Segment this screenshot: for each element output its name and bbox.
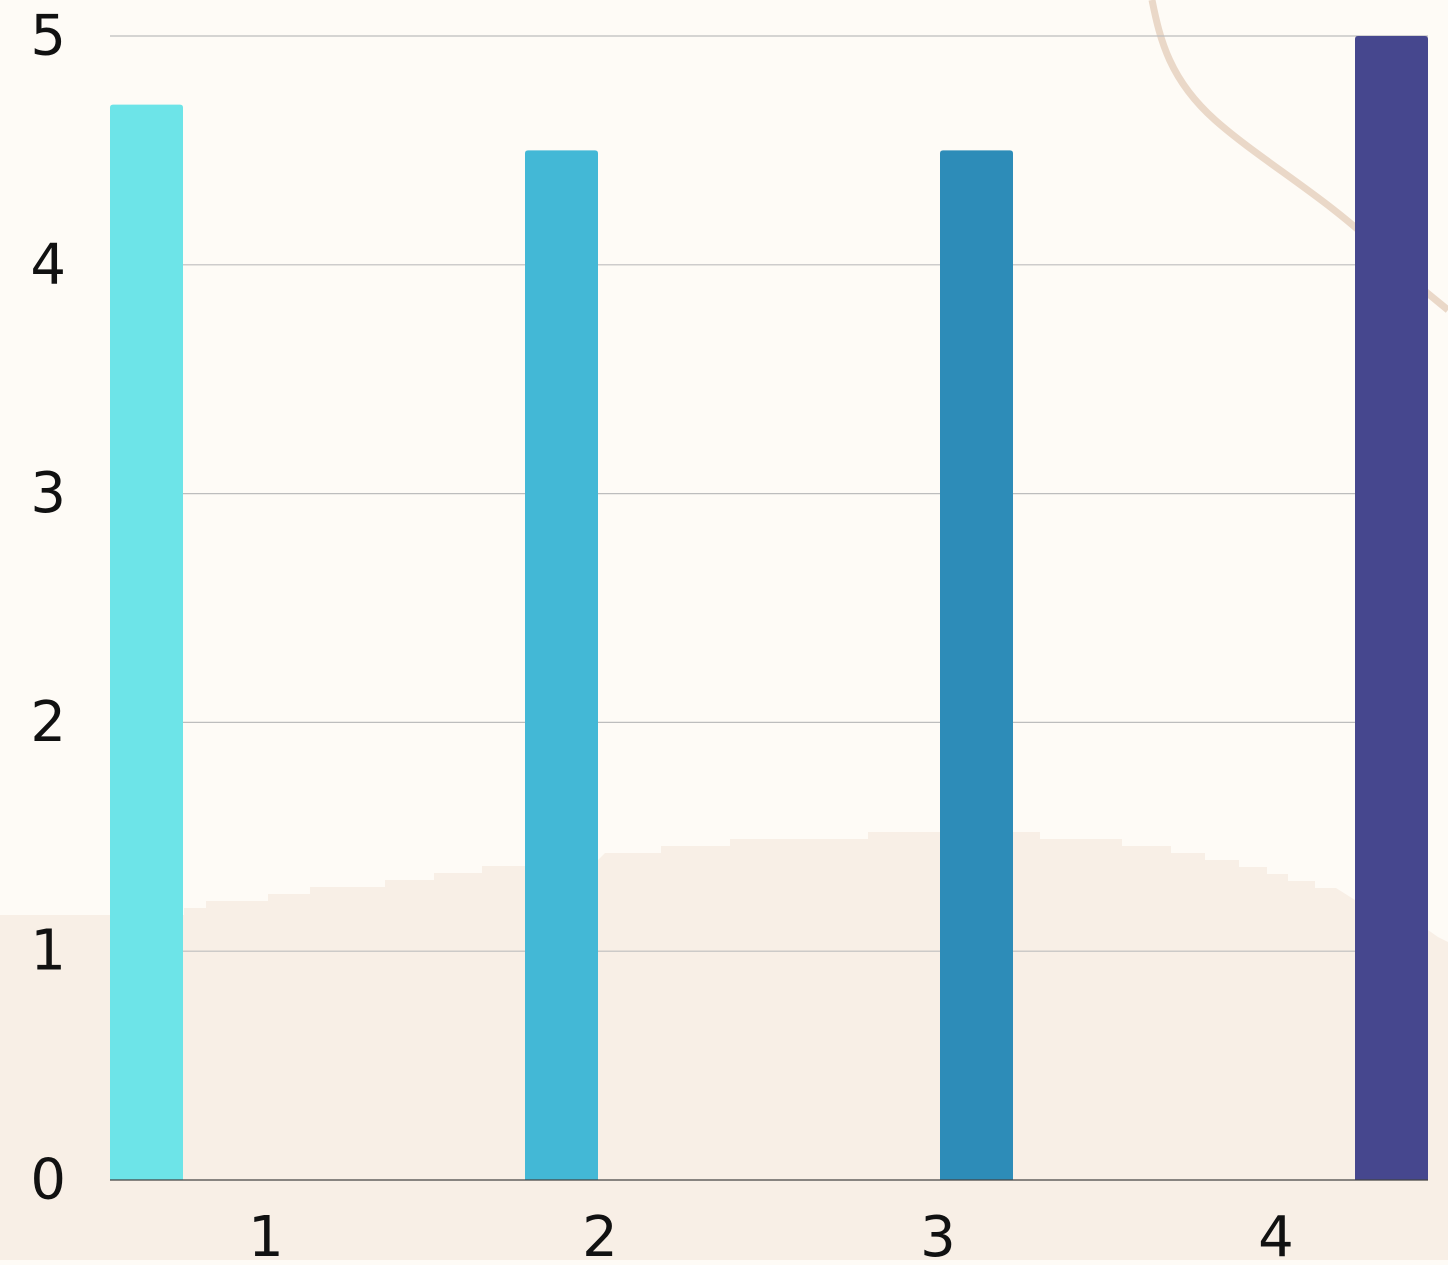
x-axis-ticks: 1 2 3 4 bbox=[248, 1205, 1294, 1265]
y-tick-label: 1 bbox=[30, 919, 66, 984]
background-hill-shape bbox=[0, 832, 1448, 1260]
bar-4 bbox=[1355, 36, 1428, 1180]
bars bbox=[110, 36, 1428, 1180]
bar-1 bbox=[110, 104, 183, 1180]
y-tick-label: 4 bbox=[30, 232, 66, 297]
x-tick-label: 2 bbox=[582, 1205, 618, 1260]
bar-2 bbox=[525, 150, 598, 1180]
y-tick-label: 2 bbox=[30, 690, 66, 755]
bar-3 bbox=[940, 150, 1013, 1180]
gridlines bbox=[110, 35, 1428, 952]
x-tick-label: 3 bbox=[920, 1205, 956, 1260]
y-tick-label: 0 bbox=[30, 1148, 66, 1213]
x-tick-label: 1 bbox=[248, 1205, 284, 1260]
x-tick-label: 4 bbox=[1258, 1205, 1294, 1260]
y-tick-label: 3 bbox=[30, 461, 66, 526]
y-axis-ticks: 0 1 2 3 4 5 bbox=[30, 4, 66, 1213]
y-tick-label: 5 bbox=[30, 4, 66, 69]
